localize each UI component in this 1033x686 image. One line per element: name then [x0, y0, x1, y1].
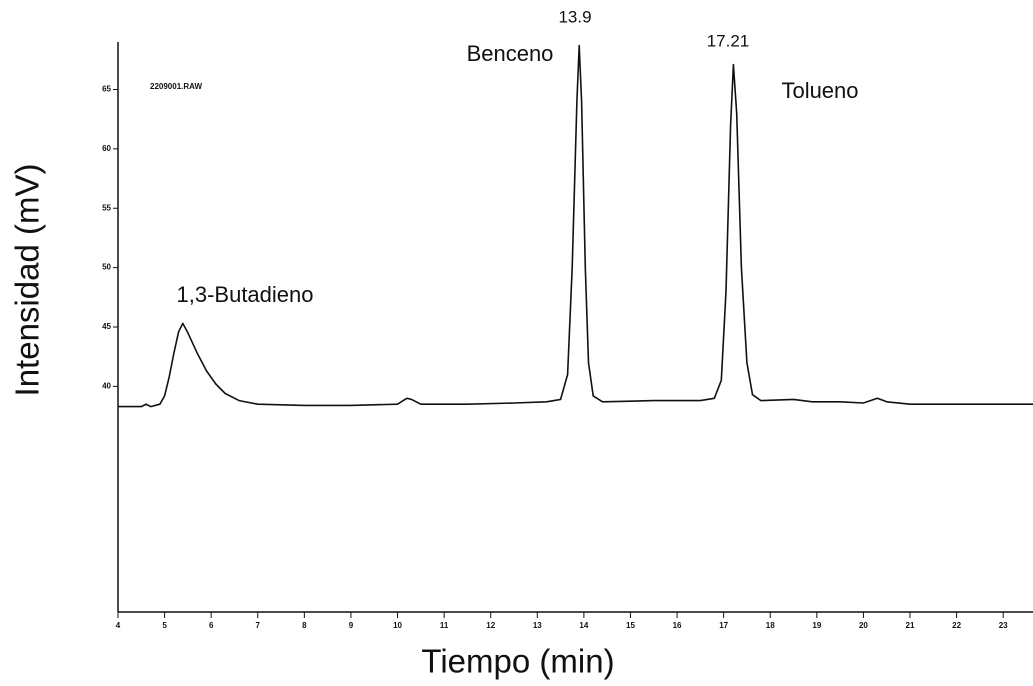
x-tick-label: 14: [579, 621, 588, 630]
x-tick-label: 8: [302, 621, 307, 630]
x-tick-label: 17: [719, 621, 728, 630]
x-tick-label: 20: [859, 621, 868, 630]
x-tick-label: 4: [116, 621, 121, 630]
y-axis-title: Intensidad (mV): [9, 164, 46, 397]
x-axis-title: Tiempo (min): [421, 643, 614, 680]
y-tick-label: 40: [102, 381, 111, 390]
peak-label: 1,3-Butadieno: [177, 282, 314, 307]
peak-label: Benceno: [467, 41, 554, 66]
x-tick-label: 13: [533, 621, 542, 630]
x-tick-label: 19: [812, 621, 821, 630]
x-tick-label: 10: [393, 621, 402, 630]
y-tick-label: 45: [102, 322, 111, 331]
y-tick-label: 55: [102, 203, 111, 212]
x-tick-label: 9: [349, 621, 354, 630]
y-tick-label: 60: [102, 144, 111, 153]
y-tick-label: 65: [102, 85, 111, 94]
peak-label: Tolueno: [781, 78, 858, 103]
x-tick-label: 15: [626, 621, 635, 630]
file-name: 2209001.RAW: [150, 82, 202, 91]
x-tick-label: 6: [209, 621, 214, 630]
chromatogram-line: [118, 44, 1033, 408]
x-tick-label: 7: [256, 621, 261, 630]
x-tick-label: 18: [766, 621, 775, 630]
x-tick-label: 5: [162, 621, 167, 630]
x-tick-label: 21: [906, 621, 915, 630]
x-tick-label: 23: [999, 621, 1008, 630]
x-tick-label: 22: [952, 621, 961, 630]
x-tick-label: 11: [440, 621, 449, 630]
x-tick-label: 12: [486, 621, 495, 630]
peak-time: 13.9: [558, 7, 591, 26]
peak-time: 17.21: [707, 31, 750, 50]
y-tick-label: 50: [102, 263, 111, 272]
x-tick-label: 16: [673, 621, 682, 630]
